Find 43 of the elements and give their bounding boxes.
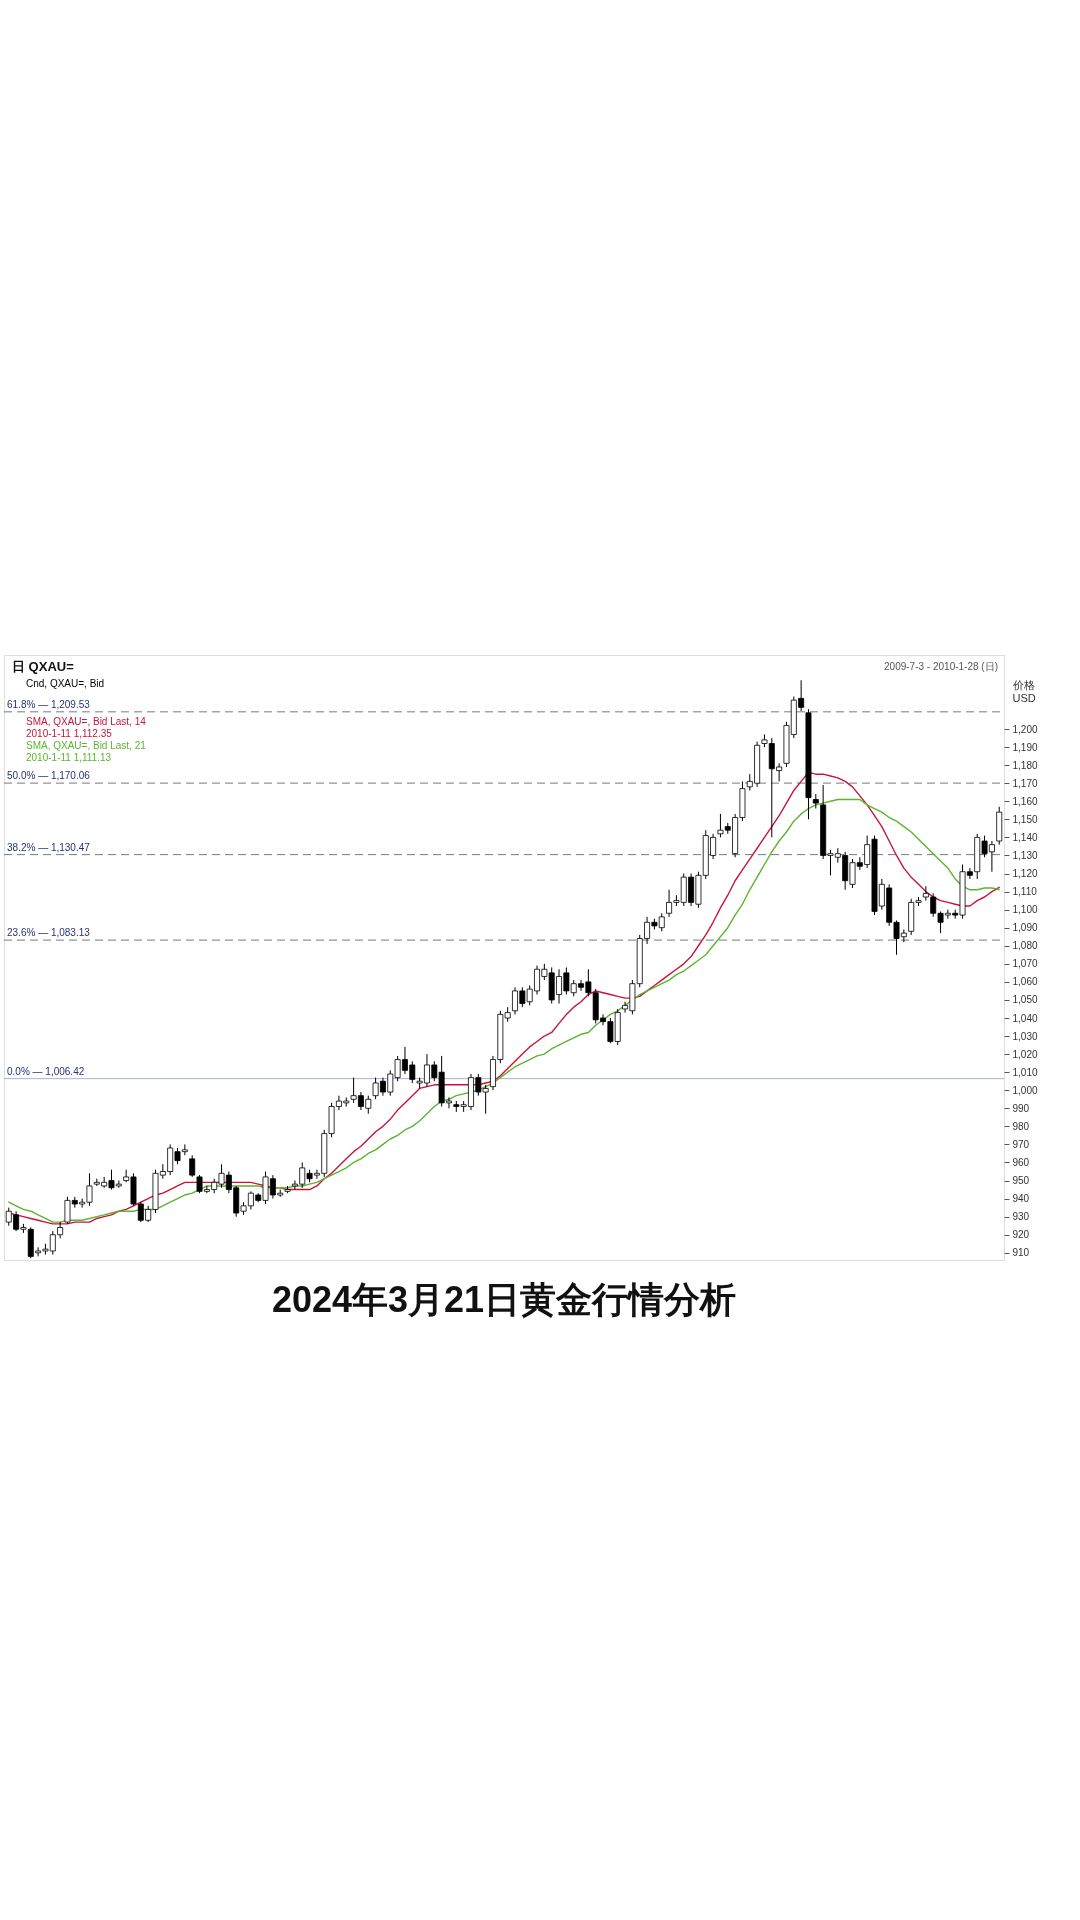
y-tick-label: 970 bbox=[1012, 1138, 1030, 1150]
y-tick-label: 1,160 bbox=[1012, 795, 1038, 807]
ref-line-label: 23.6% — 1,083.13 bbox=[7, 927, 91, 939]
y-tick-label: 1,140 bbox=[1012, 831, 1038, 843]
y-tick-label: 1,150 bbox=[1012, 813, 1038, 825]
y-tick-label: 1,120 bbox=[1012, 868, 1038, 880]
y-tick-label: 1,050 bbox=[1012, 994, 1038, 1006]
y-tick-label: 1,040 bbox=[1012, 1012, 1038, 1024]
ref-line-label: 61.8% — 1,209.53 bbox=[7, 698, 91, 710]
y-tick-label: 960 bbox=[1012, 1156, 1030, 1168]
y-tick-label: 950 bbox=[1012, 1175, 1030, 1187]
chart-subtitle: 日 QXAU= bbox=[12, 659, 75, 674]
y-tick-label: 930 bbox=[1012, 1211, 1030, 1223]
y-tick-label: 1,170 bbox=[1012, 777, 1038, 789]
y-tick-label: 1,020 bbox=[1012, 1048, 1038, 1060]
text: SMA, QXAU=, Bid Last, 21 2010-1-11 1,111.13 bbox=[26, 739, 147, 763]
y-tick-label: 920 bbox=[1012, 1229, 1030, 1241]
y-tick-label: 980 bbox=[1012, 1120, 1030, 1132]
ref-line-label: 50.0% — 1,170.06 bbox=[7, 770, 91, 782]
text: SMA, QXAU=, Bid Last, 14 2010-1-11 1,112.35 bbox=[26, 715, 147, 739]
y-tick-label: 1,190 bbox=[1012, 741, 1038, 753]
y-tick-label: 1,100 bbox=[1012, 904, 1038, 916]
annotation: 2009-7-3 - 2010-1-28 (日) bbox=[884, 661, 998, 672]
y-tick-label: 1,000 bbox=[1012, 1084, 1038, 1096]
ref-line-label: 0.0% — 1,006.42 bbox=[7, 1065, 85, 1077]
y-tick-label: 990 bbox=[1012, 1102, 1030, 1114]
y-tick-label: 1,060 bbox=[1012, 976, 1038, 988]
ref-line-label: 38.2% — 1,130.47 bbox=[7, 841, 91, 853]
y-tick-label: 1,130 bbox=[1012, 849, 1038, 861]
y-tick-label: 1,070 bbox=[1012, 958, 1038, 970]
text: 2024年3月21日黄金行情分析 bbox=[271, 1279, 737, 1320]
y-axis-title: 价格 USD bbox=[1011, 678, 1036, 704]
y-tick-label: 1,090 bbox=[1012, 922, 1038, 934]
y-tick-label: 1,180 bbox=[1012, 759, 1038, 771]
y-tick-label: 940 bbox=[1012, 1193, 1030, 1205]
y-tick-label: 1,080 bbox=[1012, 940, 1038, 952]
annotation: Cnd, QXAU=, Bid bbox=[26, 678, 105, 689]
candlestick bbox=[189, 1154, 196, 1178]
y-tick-label: 1,030 bbox=[1012, 1030, 1038, 1042]
y-tick-label: 1,010 bbox=[1012, 1066, 1038, 1078]
y-tick-label: 1,110 bbox=[1012, 886, 1038, 898]
y-tick-label: 1,200 bbox=[1012, 723, 1038, 735]
y-tick-label: 910 bbox=[1012, 1247, 1030, 1259]
